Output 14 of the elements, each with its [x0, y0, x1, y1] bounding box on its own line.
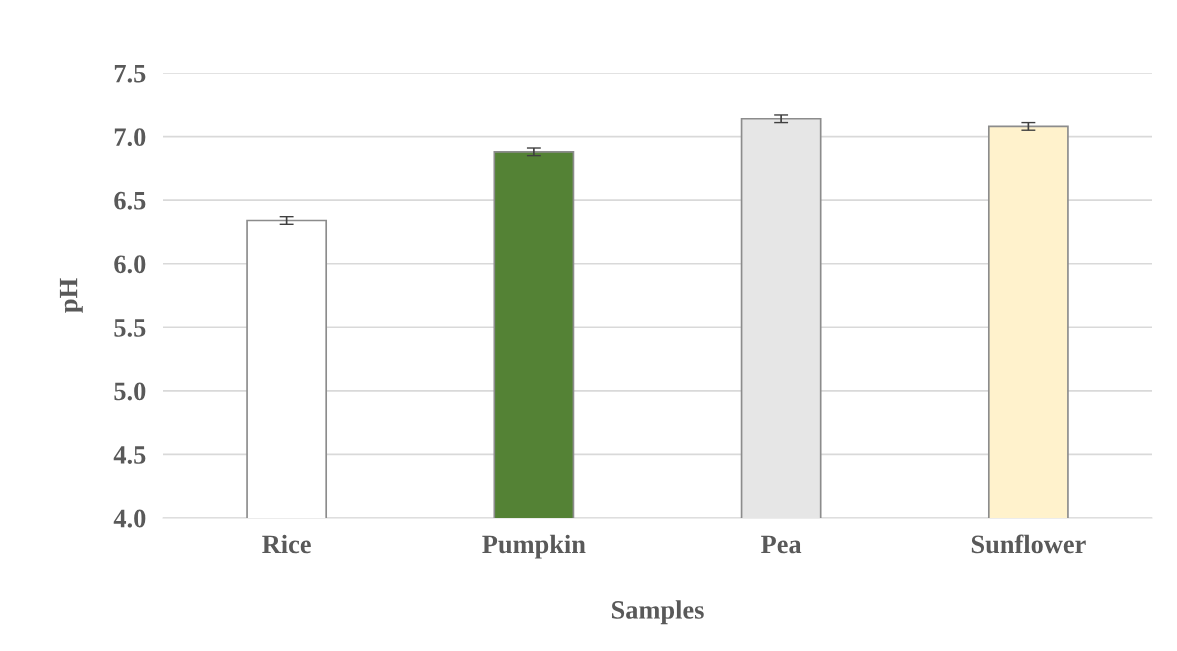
x-tick-label: Rice	[262, 534, 311, 554]
y-tick-label: 4.0	[113, 509, 146, 528]
y-tick-label: 6.0	[114, 255, 146, 274]
x-tick-label: Pea	[761, 535, 802, 554]
x-tick-label: Pumpkin	[482, 534, 586, 559]
y-tick-label: 5.5	[114, 319, 146, 337]
x-axis-title: Samples	[611, 600, 704, 625]
y-tick-label: 4.5	[113, 446, 146, 464]
y-axis-title: pH	[59, 278, 83, 313]
y-tick-label: 5.0	[114, 382, 146, 401]
y-tick-label: 7.0	[114, 128, 146, 147]
x-tick-label: Sunflower	[971, 534, 1086, 554]
y-tick-label: 7.5	[114, 64, 146, 83]
y-tick-label: 6.5	[114, 191, 146, 210]
